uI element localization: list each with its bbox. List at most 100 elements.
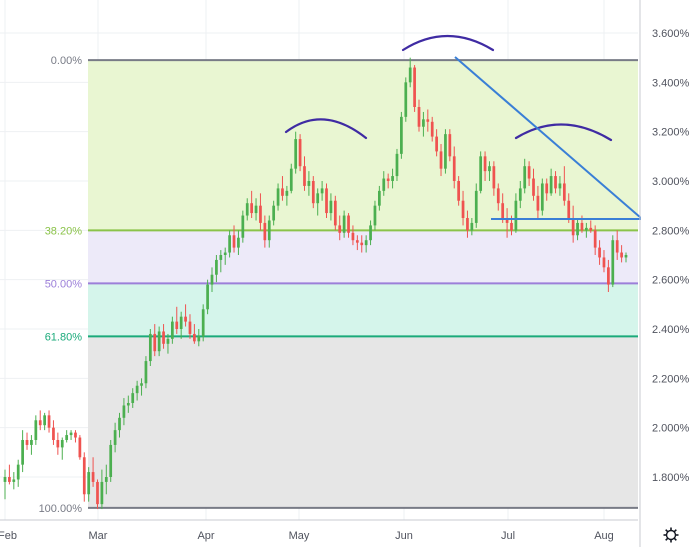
candle[interactable] <box>47 410 51 433</box>
candle[interactable] <box>126 395 130 413</box>
candle[interactable] <box>113 422 117 453</box>
candle[interactable] <box>206 279 209 315</box>
candle[interactable] <box>131 388 135 408</box>
candle[interactable] <box>439 144 443 177</box>
candle[interactable] <box>320 181 324 201</box>
candle[interactable] <box>30 435 33 455</box>
candle[interactable] <box>38 410 42 431</box>
candle[interactable] <box>532 168 535 201</box>
candle[interactable] <box>615 230 619 260</box>
candle[interactable] <box>294 131 298 174</box>
candle[interactable] <box>545 178 549 201</box>
y-axis-panel[interactable] <box>641 0 696 547</box>
candle[interactable] <box>78 435 82 460</box>
candle[interactable] <box>400 111 403 159</box>
candle[interactable] <box>179 311 183 339</box>
candle[interactable] <box>272 200 276 226</box>
candle[interactable] <box>276 183 280 211</box>
candle[interactable] <box>549 168 553 196</box>
candle[interactable] <box>188 314 192 339</box>
candle[interactable] <box>351 225 355 246</box>
candle[interactable] <box>369 220 372 246</box>
candle[interactable] <box>607 259 610 292</box>
candle[interactable] <box>3 469 7 500</box>
candle[interactable] <box>311 176 315 209</box>
candle[interactable] <box>505 208 509 238</box>
candle[interactable] <box>263 215 267 248</box>
candle[interactable] <box>448 129 452 162</box>
candle[interactable] <box>527 161 531 186</box>
candle[interactable] <box>87 467 91 502</box>
candle[interactable] <box>289 163 293 194</box>
candle[interactable] <box>166 333 170 354</box>
candle[interactable] <box>65 430 69 443</box>
candle[interactable] <box>589 220 593 233</box>
candle[interactable] <box>215 255 218 283</box>
candle[interactable] <box>118 412 121 438</box>
candle[interactable] <box>197 329 201 347</box>
candle[interactable] <box>395 148 399 181</box>
candle[interactable] <box>122 398 126 426</box>
candle[interactable] <box>16 459 20 487</box>
candle[interactable] <box>413 65 416 112</box>
candle[interactable] <box>457 176 461 206</box>
candle[interactable] <box>540 178 544 216</box>
candle[interactable] <box>593 225 597 255</box>
candle[interactable] <box>184 304 187 327</box>
candle[interactable] <box>571 205 575 243</box>
candle[interactable] <box>444 129 447 174</box>
candle[interactable] <box>417 99 421 132</box>
candle[interactable] <box>219 250 223 273</box>
candle[interactable] <box>347 213 350 238</box>
candle[interactable] <box>148 329 152 366</box>
candle[interactable] <box>175 306 179 334</box>
candle[interactable] <box>518 181 522 209</box>
candle[interactable] <box>325 183 328 218</box>
candle[interactable] <box>373 200 377 231</box>
candle[interactable] <box>69 430 73 440</box>
candle[interactable] <box>554 171 557 194</box>
candle[interactable] <box>492 161 496 196</box>
candle[interactable] <box>91 457 95 487</box>
candle[interactable] <box>576 218 579 241</box>
candle[interactable] <box>496 183 500 211</box>
candle[interactable] <box>170 316 174 344</box>
candle[interactable] <box>364 235 368 253</box>
candle[interactable] <box>514 193 518 233</box>
candle[interactable] <box>452 146 456 189</box>
candle[interactable] <box>558 176 562 196</box>
candle[interactable] <box>562 166 566 206</box>
candle[interactable] <box>100 469 104 510</box>
candle[interactable] <box>408 57 412 88</box>
candle[interactable] <box>329 193 333 221</box>
candle[interactable] <box>34 415 38 445</box>
candle[interactable] <box>56 432 60 455</box>
candle[interactable] <box>382 171 386 196</box>
candle[interactable] <box>430 116 434 142</box>
candle[interactable] <box>281 176 284 201</box>
candle[interactable] <box>342 210 346 238</box>
candle[interactable] <box>140 378 143 396</box>
candle[interactable] <box>25 432 29 450</box>
candle[interactable] <box>479 151 483 194</box>
candle[interactable] <box>391 168 394 189</box>
candle[interactable] <box>144 356 148 389</box>
candle[interactable] <box>598 240 601 265</box>
candle[interactable] <box>377 185 381 211</box>
candle[interactable] <box>232 225 236 253</box>
candle[interactable] <box>254 198 258 221</box>
candle[interactable] <box>307 171 311 196</box>
candle[interactable] <box>228 230 231 258</box>
candle[interactable] <box>316 188 320 216</box>
candle[interactable] <box>96 479 99 510</box>
candle[interactable] <box>386 173 390 189</box>
candle[interactable] <box>162 324 165 349</box>
candle[interactable] <box>611 235 615 288</box>
candle[interactable] <box>74 430 77 443</box>
candle[interactable] <box>193 324 196 344</box>
candle[interactable] <box>426 109 430 132</box>
candle[interactable] <box>536 185 540 218</box>
candle[interactable] <box>157 326 161 357</box>
